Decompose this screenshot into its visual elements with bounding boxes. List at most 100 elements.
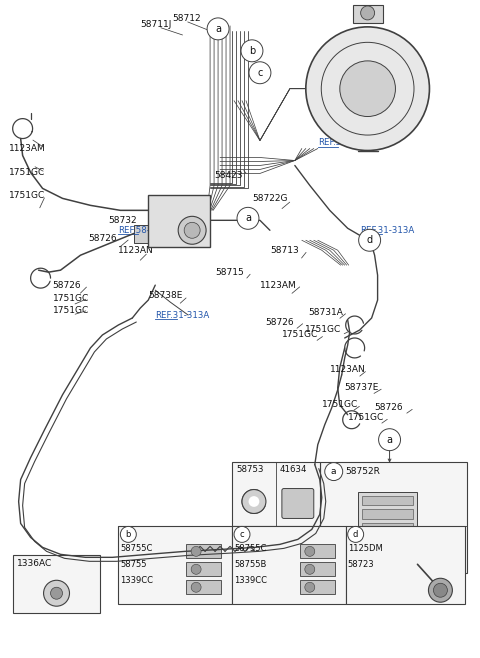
Text: c: c: [240, 530, 244, 539]
Bar: [346, 526, 465, 604]
Text: b: b: [126, 530, 131, 539]
Text: 1336AC: 1336AC: [17, 559, 52, 568]
Bar: [300, 580, 335, 594]
Text: 58755B: 58755B: [234, 560, 266, 569]
Text: 58753: 58753: [236, 465, 264, 474]
Text: REF.31-313A: REF.31-313A: [360, 226, 414, 235]
Circle shape: [249, 496, 259, 507]
Text: 58737E: 58737E: [345, 384, 379, 392]
Text: 58722G: 58722G: [252, 194, 288, 203]
Text: 1751GC: 1751GC: [322, 400, 358, 409]
Text: 1125DM: 1125DM: [348, 544, 383, 553]
Text: 58726: 58726: [52, 280, 81, 290]
Text: 1339CC: 1339CC: [120, 576, 153, 585]
Text: 58711J: 58711J: [140, 20, 172, 30]
Circle shape: [359, 229, 381, 251]
Text: a: a: [386, 435, 393, 445]
Text: REF.58-585: REF.58-585: [318, 138, 366, 147]
Text: 1751GC: 1751GC: [9, 191, 45, 200]
Text: REF.31-313A: REF.31-313A: [155, 311, 209, 320]
Circle shape: [241, 40, 263, 62]
Text: 1751GC: 1751GC: [282, 330, 318, 340]
Circle shape: [379, 429, 400, 451]
Text: 1751GC: 1751GC: [52, 305, 89, 315]
Bar: [134, 225, 148, 243]
Text: a: a: [331, 467, 336, 476]
Bar: [361, 538, 413, 547]
Text: 58752R: 58752R: [346, 467, 381, 476]
Bar: [320, 462, 468, 573]
Text: 58715: 58715: [215, 268, 244, 276]
Circle shape: [433, 583, 447, 597]
Text: 58738E: 58738E: [148, 291, 183, 299]
Text: a: a: [245, 213, 251, 223]
Text: 1751GC: 1751GC: [305, 326, 341, 334]
Text: b: b: [249, 46, 255, 56]
Circle shape: [50, 587, 62, 599]
Circle shape: [305, 546, 315, 557]
Text: 58726: 58726: [265, 318, 294, 326]
Text: 58423: 58423: [214, 171, 242, 180]
Bar: [186, 563, 221, 576]
Text: 58726: 58726: [374, 403, 403, 413]
Text: a: a: [215, 24, 221, 34]
Circle shape: [360, 6, 374, 20]
Text: REF.58-589: REF.58-589: [119, 226, 167, 235]
Text: 58731A: 58731A: [308, 307, 343, 316]
Bar: [358, 492, 418, 553]
Text: 41634: 41634: [280, 465, 307, 474]
Circle shape: [306, 27, 430, 151]
Text: 58732: 58732: [108, 216, 137, 225]
Text: 1751GC: 1751GC: [9, 168, 45, 177]
Bar: [361, 509, 413, 519]
Circle shape: [348, 526, 364, 542]
Bar: [361, 523, 413, 534]
Bar: [232, 462, 320, 526]
Bar: [353, 5, 383, 23]
Bar: [361, 495, 413, 505]
Text: d: d: [353, 530, 359, 539]
Bar: [300, 544, 335, 559]
Circle shape: [305, 582, 315, 592]
Text: d: d: [367, 236, 372, 245]
Bar: [12, 555, 100, 613]
Circle shape: [191, 582, 201, 592]
Circle shape: [249, 62, 271, 84]
Circle shape: [207, 18, 229, 40]
Circle shape: [184, 222, 200, 238]
Circle shape: [191, 565, 201, 574]
Circle shape: [120, 526, 136, 542]
Circle shape: [340, 61, 396, 116]
Text: 58723: 58723: [348, 560, 374, 569]
Bar: [148, 195, 210, 247]
Circle shape: [237, 207, 259, 229]
Text: 1339CC: 1339CC: [234, 576, 267, 585]
Text: 1123AN: 1123AN: [330, 365, 365, 374]
Text: 58712: 58712: [172, 14, 201, 24]
Text: 1751GC: 1751GC: [52, 293, 89, 303]
Circle shape: [429, 578, 452, 602]
Text: 1751GC: 1751GC: [348, 413, 384, 422]
Circle shape: [305, 565, 315, 574]
Circle shape: [44, 580, 70, 606]
Circle shape: [242, 490, 266, 513]
Text: 1123AM: 1123AM: [9, 144, 46, 153]
Text: 1123AN: 1123AN: [119, 245, 154, 255]
Bar: [119, 526, 232, 604]
Text: 58755: 58755: [120, 560, 147, 569]
Bar: [186, 544, 221, 559]
Bar: [300, 563, 335, 576]
Text: c: c: [257, 68, 263, 78]
Text: 58755C: 58755C: [120, 544, 153, 553]
Text: 1123AM: 1123AM: [260, 280, 297, 290]
Text: 58726: 58726: [88, 234, 117, 243]
Circle shape: [178, 216, 206, 244]
FancyBboxPatch shape: [282, 488, 314, 519]
Text: 58755C: 58755C: [234, 544, 266, 553]
Text: 58713: 58713: [270, 245, 299, 255]
Circle shape: [325, 463, 343, 480]
Bar: [232, 526, 346, 604]
Circle shape: [191, 546, 201, 557]
Circle shape: [234, 526, 250, 542]
Bar: [186, 580, 221, 594]
